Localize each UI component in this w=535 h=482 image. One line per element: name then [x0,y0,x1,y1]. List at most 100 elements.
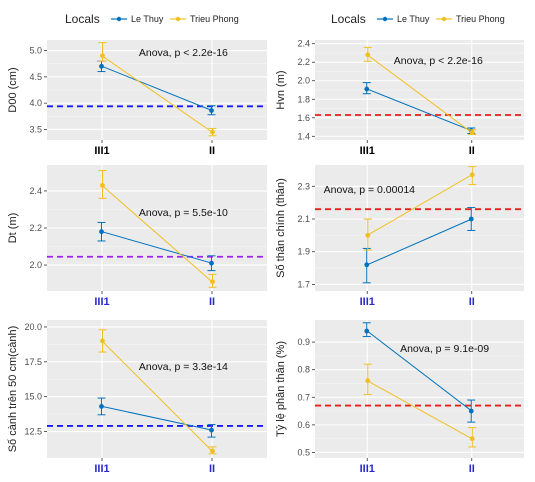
series-line [101,405,213,431]
series-trieu-phong [98,170,217,288]
legend-label-le-thuy: Le Thuy [397,14,430,24]
series-line [366,330,473,412]
series-line [101,185,213,283]
legend-key-trieu-phong [170,16,186,22]
series-line [366,54,473,133]
y-tick-label: 0.6 [297,420,310,430]
panel-grid: 3.5 4.0 4.5 5.0 III1 II D00 (cm) Anova, p < 2.2… [7,39,524,475]
y-tick-label: 2.4 [29,186,42,196]
y-axis-label: Tỷ lệ phân thân (%) [275,341,287,437]
data-point [364,86,370,92]
y-tick-label: 3.5 [29,124,42,134]
x-tick-label: III1 [360,463,375,475]
series-le-thuy [97,397,216,438]
legend-key-le-thuy [111,16,127,22]
data-point [210,448,215,454]
y-tick-label: 1.9 [297,247,310,257]
y-tick-label: 2.3 [297,181,310,191]
chart-panel-1: 3.5 4.0 4.5 5.0 III1 II D00 (cm) Anova, p < 2.2… [7,40,267,157]
y-tick-label: 12.5 [24,427,42,437]
data-point [99,63,104,69]
series-trieu-phong [98,329,217,455]
series-line [366,174,473,236]
y-tick-label: 0.5 [297,447,310,457]
data-point [365,52,371,58]
series-line [101,340,213,452]
legend-label-trieu-phong: Trieu Phong [190,14,239,24]
x-tick-label: III1 [360,145,375,157]
series-trieu-phong [98,42,217,137]
series-trieu-phong [363,166,477,251]
chart-panel-6: 0.5 0.6 0.7 0.8 0.9 III1 II Tỷ lệ phân thân (%)… [275,320,524,475]
data-point [469,172,475,178]
series-le-thuy [97,60,216,116]
y-axis-label: Hvn (m) [275,70,287,109]
x-tick-label: II [209,296,215,308]
x-tick-label: III1 [94,296,109,308]
data-point [209,427,214,433]
anova-annotation: Anova, p = 0.00014 [324,184,416,196]
x-tick-label: II [209,145,215,157]
data-point [468,216,474,222]
y-tick-label: 5.0 [29,46,42,56]
data-point [210,129,215,135]
data-point [210,279,215,285]
series-le-thuy [97,221,216,272]
chart-panel-4: 1.7 1.9 2.1 2.3 III1 II Số thân chính (thân) An… [275,165,524,308]
data-point [209,260,214,266]
chart-panel-3: 2.0 2.2 2.4 III1 II Dt (m) Anova, p = 5.5e-10 [7,165,267,308]
series-line [367,88,472,132]
y-tick-label: 2.1 [297,214,310,224]
data-point [100,338,105,344]
y-tick-label: 2.2 [297,57,310,67]
legend-dot-trieu-phong [175,16,181,22]
series-trieu-phong [363,46,477,135]
data-point [364,328,370,334]
y-tick-label: 0.7 [297,392,310,402]
x-tick-label: II [469,145,475,157]
x-tick-label: III1 [94,145,109,157]
y-tick-label: 1.6 [297,113,310,123]
x-tick-label: II [469,296,475,308]
anova-annotation: Anova, p = 5.5e-10 [139,207,228,219]
data-point [209,108,214,113]
legend-dot-trieu-phong [441,16,447,22]
y-tick-label: 4.0 [29,98,42,108]
y-tick-label: 2.0 [297,76,310,86]
chart-panel-2: 1.4 1.6 1.8 2.0 2.2 2.4 III1 II Hvn (m) Anova, p … [275,39,524,157]
anova-annotation: Anova, p = 9.1e-09 [400,343,489,355]
y-tick-label: 1.7 [297,279,310,289]
legend-label-trieu-phong: Trieu Phong [456,14,505,24]
y-tick-label: 1.4 [297,131,310,141]
x-tick-label: II [469,463,475,475]
y-axis-label: D00 (cm) [7,67,19,112]
series-line [367,380,472,440]
y-axis-label: Số thân chính (thân) [275,178,287,278]
legend-key-le-thuy [377,16,393,22]
y-tick-label: 4.5 [29,72,42,82]
y-tick-label: 17.5 [24,357,42,367]
x-tick-label: II [209,463,215,475]
series-le-thuy [362,207,476,284]
y-tick-label: 15.0 [24,392,42,402]
x-tick-label: III1 [94,463,109,475]
anova-annotation: Anova, p < 2.2e-16 [139,47,228,59]
data-point [469,436,475,442]
series-trieu-phong [363,363,477,448]
data-point [99,404,104,409]
y-tick-label: 2.0 [29,260,42,270]
legend-key-trieu-phong [436,16,452,22]
legend-dot-le-thuy [382,16,388,22]
plot-background [47,320,267,458]
y-axis-label: Số cành trên 50 cm(cành) [7,326,19,453]
y-tick-label: 2.2 [29,223,42,233]
y-tick-label: 1.8 [297,94,310,104]
data-point [364,262,370,268]
data-point [99,229,104,235]
legend-title: Locals [331,12,366,26]
legend-title: Locals [65,12,100,26]
legend-right: Locals Le Thuy Trieu Phong [331,12,505,26]
data-point [365,232,371,238]
y-tick-label: 20.0 [24,322,42,332]
